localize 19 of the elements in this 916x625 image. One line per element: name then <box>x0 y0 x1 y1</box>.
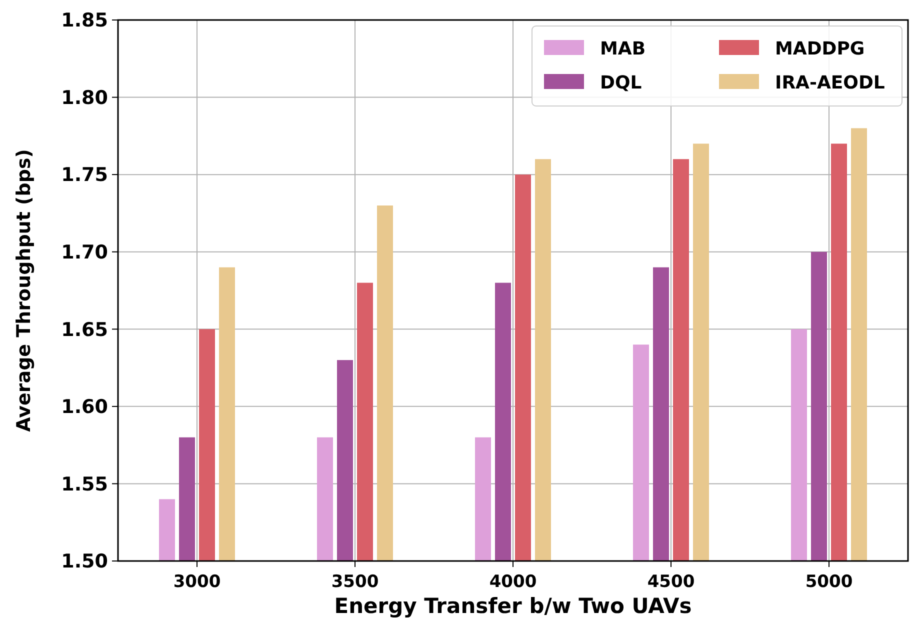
x-tick-label: 5000 <box>805 572 853 592</box>
y-tick-label: 1.50 <box>61 550 108 573</box>
y-tick-label: 1.75 <box>61 164 108 186</box>
legend-label: MAB <box>600 38 646 60</box>
y-tick-label: 1.60 <box>61 396 108 418</box>
legend-label: DQL <box>600 72 642 94</box>
x-tick-label: 3500 <box>331 572 379 592</box>
x-tick-label: 4000 <box>489 572 537 592</box>
x-axis-title: Energy Transfer b/w Two UAVs <box>334 594 692 618</box>
y-tick-label: 1.55 <box>61 473 108 496</box>
legend-label: IRA-AEODL <box>775 72 885 94</box>
x-tick-label: 4500 <box>647 572 695 592</box>
y-tick-label: 1.85 <box>61 10 108 32</box>
x-tick-label: 3000 <box>173 572 221 592</box>
legend-label: MADDPG <box>775 38 865 60</box>
y-tick-label: 1.65 <box>61 318 108 341</box>
y-tick-label: 1.70 <box>61 242 108 264</box>
y-tick-label: 1.80 <box>61 86 108 109</box>
y-axis-title: Average Throughput (bps) <box>13 149 35 432</box>
